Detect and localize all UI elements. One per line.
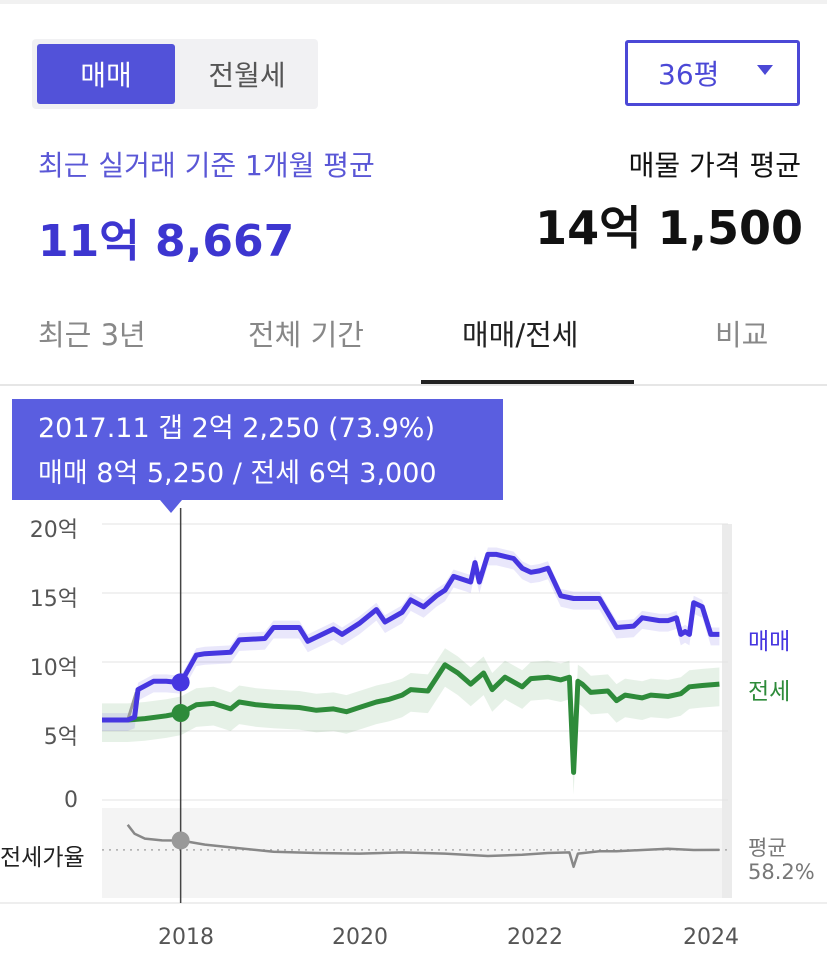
sale-highlight-point	[171, 673, 190, 692]
chart-tooltip: 2017.11 갭 2억 2,250 (73.9%) 매매 8억 5,250 /…	[12, 399, 503, 500]
caret-down-icon	[757, 65, 773, 75]
tabs-divider	[0, 384, 827, 386]
ratio-highlight-point	[171, 831, 190, 850]
x-tick-label: 2024	[683, 925, 739, 950]
ratio-panel-label: 전세가율	[0, 845, 85, 871]
listing-price-value: 14억 1,500	[535, 201, 803, 255]
tab-sale-jeonse[interactable]: 매매/전세	[462, 318, 579, 352]
y-tick-label: 15억	[29, 587, 78, 612]
area-select-value: 36평	[658, 58, 720, 91]
tooltip-price-line: 매매 8억 5,250 / 전세 6억 3,000	[38, 458, 437, 489]
y-tick-label: 5억	[43, 725, 78, 750]
recent-price-label: 최근 실거래 기준 1개월 평균	[38, 149, 375, 182]
series-label-sale: 매매	[748, 629, 791, 655]
sale-toggle-button[interactable]: 매매	[37, 44, 175, 104]
tab-recent-3-years[interactable]: 최근 3년	[38, 318, 146, 352]
x-tick-label: 2022	[507, 925, 563, 950]
ratio-avg-value: 58.2%	[748, 860, 815, 884]
chart-edge-band	[722, 524, 732, 898]
trade-type-toggle: 매매 전월세	[32, 39, 318, 109]
listing-price-label: 매물 가격 평균	[628, 149, 801, 182]
sale-series-line	[102, 551, 720, 723]
top-divider	[0, 0, 827, 4]
rent-toggle-button[interactable]: 전월세	[208, 59, 286, 92]
series-label-jeonse: 전세	[748, 679, 791, 705]
tooltip-gap-line: 2017.11 갭 2억 2,250 (73.9%)	[38, 413, 435, 444]
price-chart[interactable]	[0, 386, 827, 969]
tab-compare[interactable]: 비교	[715, 318, 769, 352]
jeonse-highlight-point	[171, 704, 190, 723]
jeonse-range-band	[102, 648, 720, 795]
y-tick-label: 10억	[29, 656, 78, 681]
x-tick-label: 2020	[332, 925, 388, 950]
sale-range-band	[102, 547, 720, 731]
tab-all-period[interactable]: 전체 기간	[248, 318, 364, 352]
recent-price-value: 11억 8,667	[38, 216, 295, 267]
jeonse-series-line	[102, 662, 720, 775]
x-tick-label: 2018	[158, 925, 214, 950]
y-tick-label: 0	[64, 788, 78, 813]
tooltip-pointer-icon	[160, 500, 182, 513]
y-tick-label: 20억	[29, 518, 78, 543]
active-tab-indicator	[421, 380, 634, 384]
area-select[interactable]: 36평	[625, 40, 800, 106]
ratio-avg-label: 평균	[748, 836, 787, 860]
